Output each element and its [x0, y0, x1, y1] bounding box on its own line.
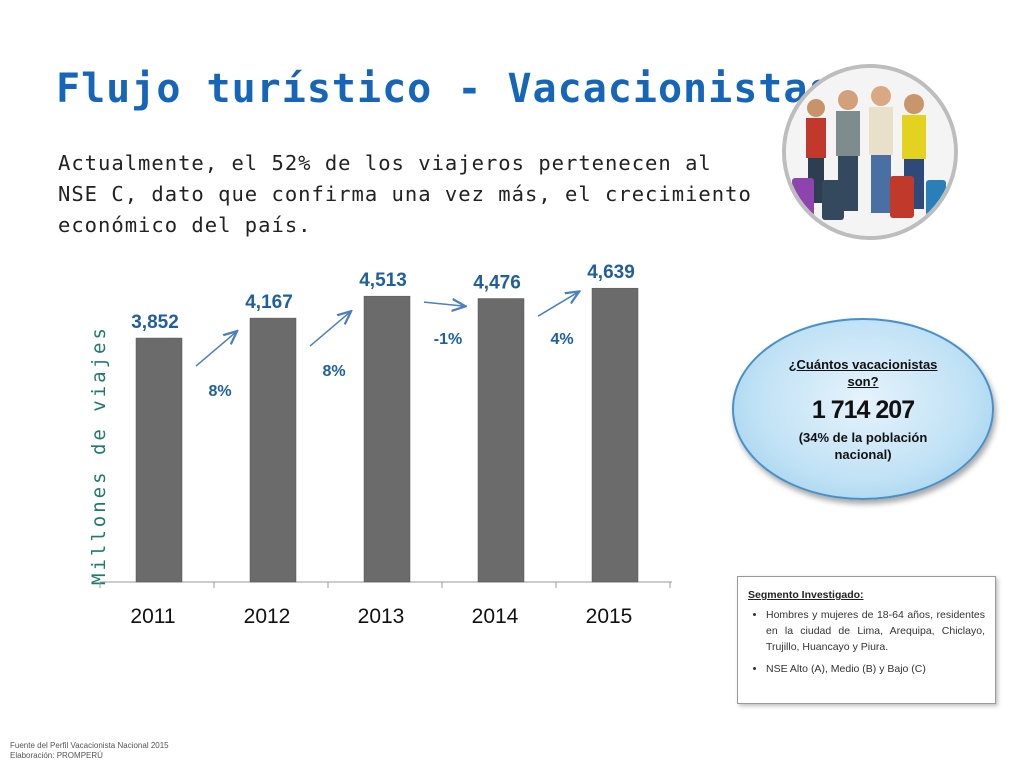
- segment-bullet: NSE Alto (A), Medio (B) y Bajo (C): [766, 661, 985, 677]
- footer-source: Fuente del Perfil Vacacionista Nacional …: [10, 741, 169, 750]
- x-tick-label: 2014: [472, 605, 519, 628]
- bar-2015: [591, 287, 639, 583]
- bar-2013: [363, 295, 411, 583]
- footer: Fuente del Perfil Vacacionista Nacional …: [10, 741, 169, 761]
- growth-label: 4%: [550, 331, 573, 348]
- travelers-with-suitcases-icon: [786, 68, 954, 236]
- callout-number: 1 714 207: [811, 395, 915, 424]
- data-label: 4,476: [473, 273, 521, 294]
- bar-2012: [249, 317, 297, 583]
- segment-title: Segmento Investigado:: [748, 589, 864, 601]
- data-label: 3,852: [131, 312, 179, 333]
- x-tick-label: 2012: [244, 605, 291, 628]
- x-tick-label: 2015: [586, 605, 633, 628]
- data-label: 4,513: [359, 270, 407, 291]
- footer-credit: Elaboración: PROMPERÚ: [10, 751, 103, 760]
- segment-bullet: Hombres y mujeres de 18-64 años, residen…: [766, 607, 985, 655]
- callout-note: (34% de la población nacional): [798, 429, 928, 462]
- growth-arrow: [309, 312, 350, 347]
- callout-bubble: ¿Cuántos vacacionistas son? 1 714 207 (3…: [732, 318, 994, 500]
- page-title: Flujo turístico - Vacacionistas: [56, 66, 834, 112]
- bar-2011: [135, 337, 183, 583]
- page-subtitle: Actualmente, el 52% de los viajeros pert…: [58, 151, 752, 237]
- growth-label: -1%: [434, 331, 462, 348]
- growth-arrow: [195, 332, 236, 367]
- x-tick-label: 2013: [358, 605, 405, 628]
- segment-list: Hombres y mujeres de 18-64 años, residen…: [748, 607, 985, 677]
- travelers-photo: [782, 64, 958, 240]
- segment-box: Segmento Investigado: Hombres y mujeres …: [737, 576, 996, 704]
- bar-2014: [477, 298, 525, 583]
- growth-arrow: [423, 302, 464, 306]
- growth-label: 8%: [208, 383, 231, 400]
- growth-label: 8%: [322, 363, 345, 380]
- x-tick-label: 2011: [130, 605, 175, 628]
- data-label: 4,167: [245, 292, 293, 313]
- data-label: 4,639: [587, 262, 635, 283]
- callout-question: ¿Cuántos vacacionistas son?: [788, 356, 938, 389]
- growth-arrow: [537, 292, 578, 317]
